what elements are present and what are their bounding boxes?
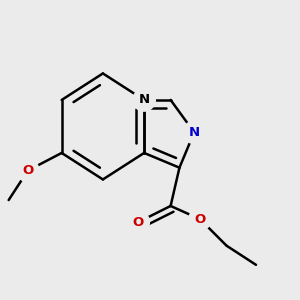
Circle shape — [127, 211, 149, 233]
Circle shape — [183, 121, 206, 143]
Text: N: N — [139, 93, 150, 106]
Circle shape — [16, 159, 39, 182]
Circle shape — [189, 208, 211, 230]
Text: O: O — [22, 164, 33, 177]
Text: O: O — [194, 213, 206, 226]
Text: O: O — [133, 216, 144, 229]
Circle shape — [133, 89, 155, 111]
Text: N: N — [189, 126, 200, 139]
